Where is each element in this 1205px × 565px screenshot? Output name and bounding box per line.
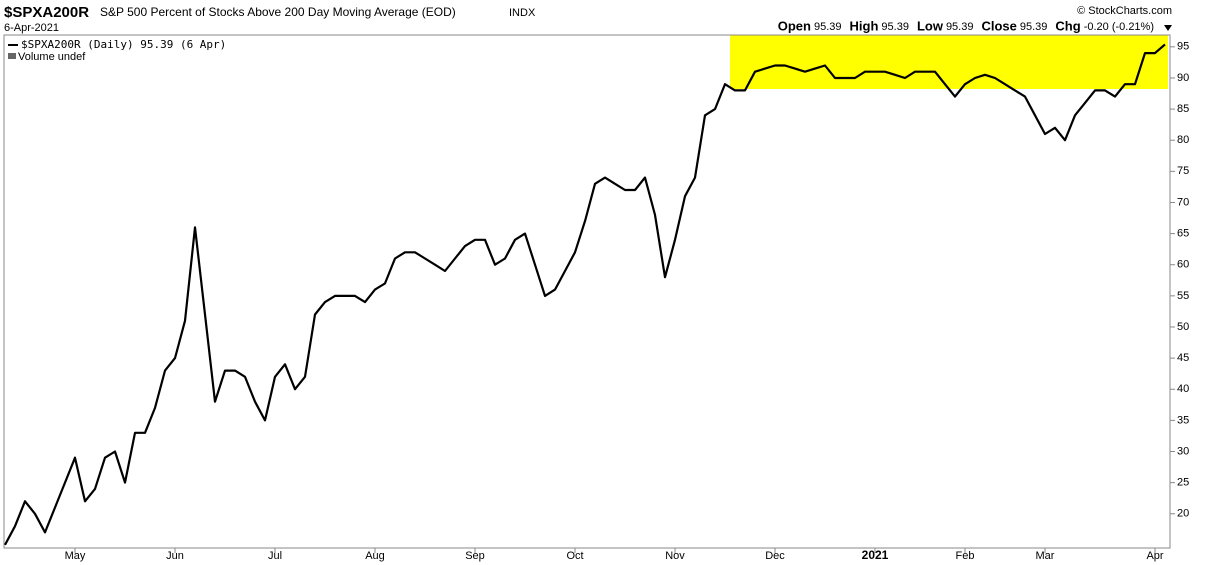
highlight-zone [730, 35, 1168, 89]
y-tick-label: 60 [1177, 259, 1189, 271]
legend-entry: $SPXA200R (Daily) 95.39 (6 Apr) [21, 38, 226, 51]
plot-frame [3, 34, 1171, 549]
y-tick-label: 70 [1177, 196, 1189, 208]
y-tick-label: 95 [1177, 41, 1189, 53]
y-tick-label: 35 [1177, 414, 1189, 426]
x-tick-label: Nov [665, 550, 685, 562]
quote-label: Chg [1055, 18, 1080, 33]
date: 6-Apr-2021 [4, 22, 59, 34]
y-tick-label: 55 [1177, 290, 1189, 302]
series-line [4, 43, 1166, 546]
quote-label: Close [981, 18, 1016, 33]
quote-value: 95.39 [946, 21, 974, 33]
volume-icon [8, 53, 16, 59]
y-tick-label: 20 [1177, 508, 1189, 520]
y-tick-label: 65 [1177, 228, 1189, 240]
y-tick-label: 30 [1177, 445, 1189, 457]
y-tick-label: 50 [1177, 321, 1189, 333]
quote-arrow [1164, 25, 1172, 31]
y-tick-label: 45 [1177, 352, 1189, 364]
x-tick-label: Sep [465, 550, 485, 562]
quote-value: 95.39 [881, 21, 909, 33]
y-tick-label: 25 [1177, 477, 1189, 489]
x-tick-label: Oct [566, 550, 583, 562]
quote-bar: Open 95.39 High 95.39 Low 95.39 Close 95.39 Chg -… [778, 18, 1154, 33]
x-tick-label: 2021 [862, 548, 889, 562]
x-tick-label: May [65, 550, 86, 562]
description: S&P 500 Percent of Stocks Above 200 Day … [100, 5, 456, 19]
y-tick-label: 75 [1177, 165, 1189, 177]
x-tick-label: Feb [956, 550, 975, 562]
y-tick-label: 80 [1177, 134, 1189, 146]
volume-note: Volume undef [18, 51, 86, 63]
y-tick-label: 90 [1177, 72, 1189, 84]
x-tick-label: Dec [765, 550, 785, 562]
quote-value: 95.39 [1020, 21, 1048, 33]
x-tick-label: Jun [166, 550, 184, 562]
y-tick-label: 85 [1177, 103, 1189, 115]
quote-value: 95.39 [814, 21, 842, 33]
x-tick-label: Apr [1146, 550, 1163, 562]
brand: © StockCharts.com [1077, 5, 1172, 17]
x-tick-label: Mar [1036, 550, 1055, 562]
quote-label: Low [917, 18, 944, 33]
quote-label: High [850, 18, 879, 33]
quote-label: Open [778, 18, 811, 33]
x-tick-label: Aug [365, 550, 385, 562]
exchange: INDX [509, 7, 536, 19]
y-tick-label: 40 [1177, 383, 1189, 395]
x-tick-label: Jul [268, 550, 282, 562]
symbol: $SPXA200R [4, 4, 89, 21]
quote-value: -0.20 (-0.21%) [1084, 21, 1154, 33]
